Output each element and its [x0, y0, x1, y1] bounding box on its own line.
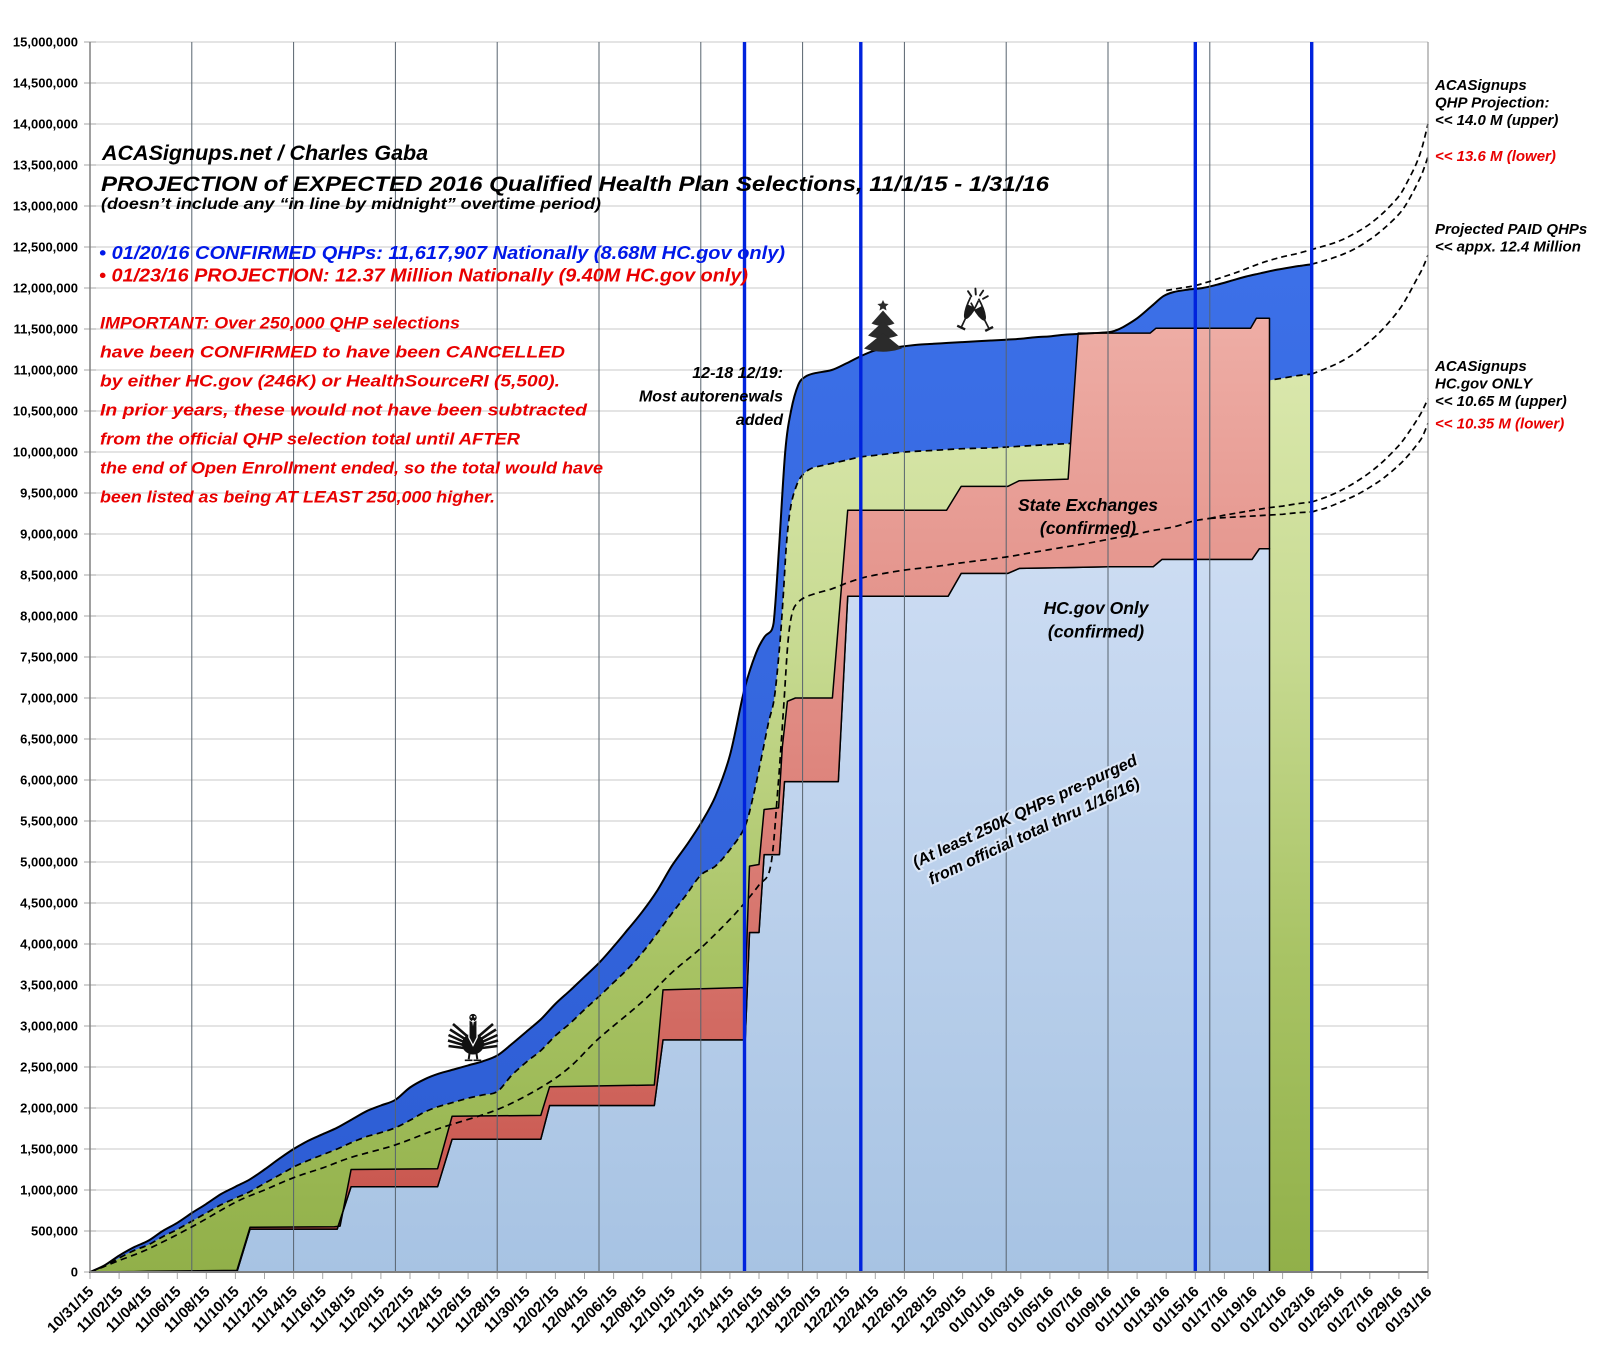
svg-text:12,500,000: 12,500,000	[13, 240, 78, 255]
svg-text:HC.gov ONLY: HC.gov ONLY	[1435, 376, 1534, 393]
svg-text:State Exchanges: State Exchanges	[1018, 495, 1158, 515]
svg-text:<< 14.0 M (upper): << 14.0 M (upper)	[1435, 112, 1558, 129]
svg-text:HC.gov Only: HC.gov Only	[1043, 598, 1149, 618]
svg-text:have been CONFIRMED to have be: have been CONFIRMED to have been CANCELL…	[100, 343, 565, 362]
svg-text:12-18 12/19:: 12-18 12/19:	[692, 365, 783, 382]
svg-text:2,000,000: 2,000,000	[20, 1101, 78, 1116]
svg-text:IMPORTANT: Over 250,000 QHP se: IMPORTANT: Over 250,000 QHP selections	[100, 314, 460, 333]
svg-text:the end of Open Enrollment end: the end of Open Enrollment ended, so the…	[100, 459, 603, 478]
svg-text:12,000,000: 12,000,000	[13, 281, 78, 296]
svg-text:3,500,000: 3,500,000	[20, 978, 78, 993]
svg-text:6,500,000: 6,500,000	[20, 732, 78, 747]
svg-text:ACASignups: ACASignups	[1434, 358, 1527, 375]
svg-text:been listed as being AT LEAST: been listed as being AT LEAST 250,000 hi…	[100, 488, 495, 507]
svg-text:1,500,000: 1,500,000	[20, 1142, 78, 1157]
svg-text:0: 0	[71, 1265, 78, 1280]
svg-text:14,000,000: 14,000,000	[13, 117, 78, 132]
svg-text:15,000,000: 15,000,000	[13, 35, 78, 50]
svg-text:Most autorenewals: Most autorenewals	[639, 389, 783, 406]
svg-text:10,500,000: 10,500,000	[13, 404, 78, 419]
svg-text:5,500,000: 5,500,000	[20, 814, 78, 829]
svg-text:13,500,000: 13,500,000	[13, 158, 78, 173]
svg-text:3,000,000: 3,000,000	[20, 1019, 78, 1034]
svg-text:2,500,000: 2,500,000	[20, 1060, 78, 1075]
svg-text:11,500,000: 11,500,000	[14, 322, 78, 337]
svg-text:<< appx. 12.4 Million: << appx. 12.4 Million	[1435, 239, 1581, 256]
svg-text:7,000,000: 7,000,000	[20, 691, 78, 706]
svg-text:from the official QHP selectio: from the official QHP selection total un…	[100, 430, 521, 449]
svg-text:9,500,000: 9,500,000	[20, 486, 78, 501]
svg-text:4,500,000: 4,500,000	[20, 896, 78, 911]
svg-text:(confirmed): (confirmed)	[1040, 518, 1136, 538]
svg-text:by either HC.gov (246K) or Hea: by either HC.gov (246K) or HealthSourceR…	[100, 372, 560, 391]
svg-text:<< 13.6 M (lower): << 13.6 M (lower)	[1435, 148, 1556, 165]
svg-text:QHP Projection:: QHP Projection:	[1435, 95, 1549, 112]
svg-text:ACASignups: ACASignups	[1434, 77, 1527, 94]
svg-text:13,000,000: 13,000,000	[13, 199, 78, 214]
svg-text:• 01/20/16 CONFIRMED QHPs: 11,: • 01/20/16 CONFIRMED QHPs: 11,617,907 Na…	[99, 243, 785, 263]
svg-text:1,000,000: 1,000,000	[20, 1183, 78, 1198]
svg-text:7,500,000: 7,500,000	[20, 650, 78, 665]
svg-text:9,000,000: 9,000,000	[20, 527, 78, 542]
svg-text:4,000,000: 4,000,000	[20, 937, 78, 952]
svg-text:(confirmed): (confirmed)	[1048, 622, 1144, 642]
svg-text:In prior years, these would no: In prior years, these would not have bee…	[100, 401, 588, 420]
svg-text:<< 10.35 M (lower): << 10.35 M (lower)	[1435, 416, 1564, 433]
svg-text:<< 10.65 M (upper): << 10.65 M (upper)	[1435, 393, 1567, 410]
svg-text:added: added	[736, 412, 784, 429]
svg-text:10,000,000: 10,000,000	[13, 445, 78, 460]
svg-text:500,000: 500,000	[31, 1224, 78, 1239]
svg-text:(doesn’t include any “in line: (doesn’t include any “in line by midnigh…	[101, 196, 601, 213]
svg-text:ACASignups.net / Charles Gaba: ACASignups.net / Charles Gaba	[101, 141, 428, 165]
svg-text:Projected PAID QHPs: Projected PAID QHPs	[1435, 221, 1587, 238]
svg-text:8,000,000: 8,000,000	[20, 609, 78, 624]
svg-text:14,500,000: 14,500,000	[13, 76, 78, 91]
svg-text:6,000,000: 6,000,000	[20, 773, 78, 788]
svg-text:• 01/23/16 PROJECTION: 12.37 M: • 01/23/16 PROJECTION: 12.37 Million Nat…	[99, 266, 748, 286]
svg-text:8,500,000: 8,500,000	[20, 568, 78, 583]
svg-text:PROJECTION of EXPECTED 2016 Qu: PROJECTION of EXPECTED 2016 Qualified He…	[101, 172, 1050, 196]
svg-text:5,000,000: 5,000,000	[20, 855, 78, 870]
svg-text:11,000,000: 11,000,000	[14, 363, 78, 378]
